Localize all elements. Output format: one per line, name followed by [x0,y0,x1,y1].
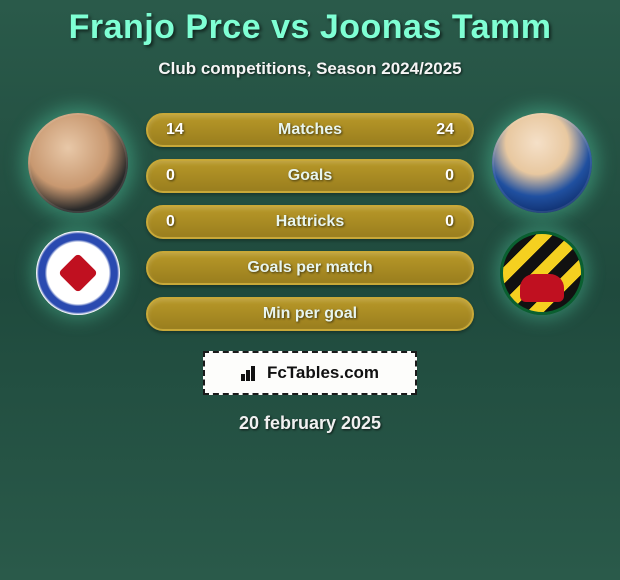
club-badge-right [500,231,584,315]
right-column [492,109,592,315]
club-badge-left [36,231,120,315]
stat-label: Goals [190,167,430,185]
player-photo-left [28,113,128,213]
stat-bars: 14 Matches 24 0 Goals 0 0 Hattricks 0 Go… [146,109,474,331]
page-title: Franjo Prce vs Joonas Tamm [69,8,552,47]
chart-icon [241,365,261,381]
stat-right-value: 0 [430,213,454,231]
brand-text: FcTables.com [267,363,379,383]
stat-row-mpg: Min per goal [146,297,474,331]
stat-left-value: 14 [166,121,190,139]
stat-row-matches: 14 Matches 24 [146,113,474,147]
brand-box[interactable]: FcTables.com [203,351,417,395]
stat-row-goals: 0 Goals 0 [146,159,474,193]
stat-row-gpm: Goals per match [146,251,474,285]
stat-left-value: 0 [166,213,190,231]
stat-label: Hattricks [190,213,430,231]
stat-label: Matches [190,121,430,139]
stat-left-value: 0 [166,167,190,185]
subtitle: Club competitions, Season 2024/2025 [158,59,461,79]
content-row: 14 Matches 24 0 Goals 0 0 Hattricks 0 Go… [0,109,620,331]
stat-label: Goals per match [190,259,430,277]
stat-label: Min per goal [190,305,430,323]
comparison-card: Franjo Prce vs Joonas Tamm Club competit… [0,0,620,580]
player-photo-right [492,113,592,213]
stat-right-value: 24 [430,121,454,139]
left-column [28,109,128,315]
date-label: 20 february 2025 [239,413,381,434]
stat-row-hattricks: 0 Hattricks 0 [146,205,474,239]
stat-right-value: 0 [430,167,454,185]
